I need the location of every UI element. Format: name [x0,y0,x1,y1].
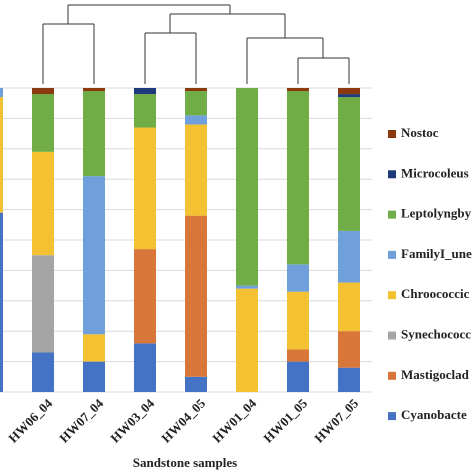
bar-segment [32,255,54,353]
bar-segment [338,282,360,332]
bar-segment [185,215,207,377]
bar-segment [185,124,207,216]
x-tick-label: HW03_04 [107,395,157,445]
bar-segment [83,176,105,335]
bar-segment [0,97,3,213]
bar-segment [0,212,3,392]
legend-label: Nostoc [401,125,439,140]
x-tick-label: HW04_05 [158,395,208,445]
legend-swatch [388,412,396,421]
bar-segment [287,88,309,92]
legend-label: Cyanobacte [401,407,467,422]
bar-segment [185,91,207,116]
x-tick-label: HW07_05 [311,395,361,445]
bar-segment [185,115,207,125]
bar-segment [32,352,54,392]
bar-segment [185,88,207,92]
bar-segment [83,91,105,177]
bar-segment [185,376,207,392]
legend-swatch [388,130,396,138]
legend-label: FamilyI_une [401,246,472,261]
bar-segment [287,264,309,292]
bar-segment [338,331,360,368]
bar-segment [338,230,360,283]
legend-swatch [388,291,396,300]
bar-segment [32,94,54,152]
bar-segment [287,291,309,350]
x-axis-label: Sandstone samples [133,455,237,470]
bar-segment [236,88,258,286]
legend-swatch [388,331,396,340]
bar-segment [338,367,360,392]
bar-segment [134,249,156,344]
bar-segment [134,343,156,392]
bar-segment [0,88,3,98]
bar-segment [338,97,360,231]
bar-segment [338,94,360,98]
x-tick-label: HW07_04 [56,395,106,445]
bar-segment [287,349,309,362]
legend-label: Chroococcic [401,286,470,301]
legend-label: Mastigoclad [401,367,470,382]
x-tick-label: HW06_04 [5,395,55,445]
legend-swatch [388,371,396,380]
bar-segment [83,361,105,392]
legend-swatch [388,210,396,219]
bar-segment [83,334,105,362]
bar-segment [134,88,156,95]
x-tick-label: HW01_04 [209,395,259,445]
legend-label: Microcoleus [401,165,469,180]
bar-segment [32,151,54,256]
bar-segment [338,88,360,95]
legend-swatch [388,250,396,259]
bar-segment [287,91,309,265]
bar-segment [236,288,258,392]
bar-segment [236,285,258,289]
bar-segment [134,127,156,250]
dendrogram [42,4,350,84]
legend-label: Synechococc [401,326,471,341]
bar-segment [32,88,54,95]
bar-segment [83,88,105,92]
bar-segment [287,361,309,392]
legend-swatch [388,170,396,179]
bar-segment [134,94,156,128]
legend-label: Leptolyngby [401,206,472,221]
x-tick-label: HW01_05 [260,395,310,445]
